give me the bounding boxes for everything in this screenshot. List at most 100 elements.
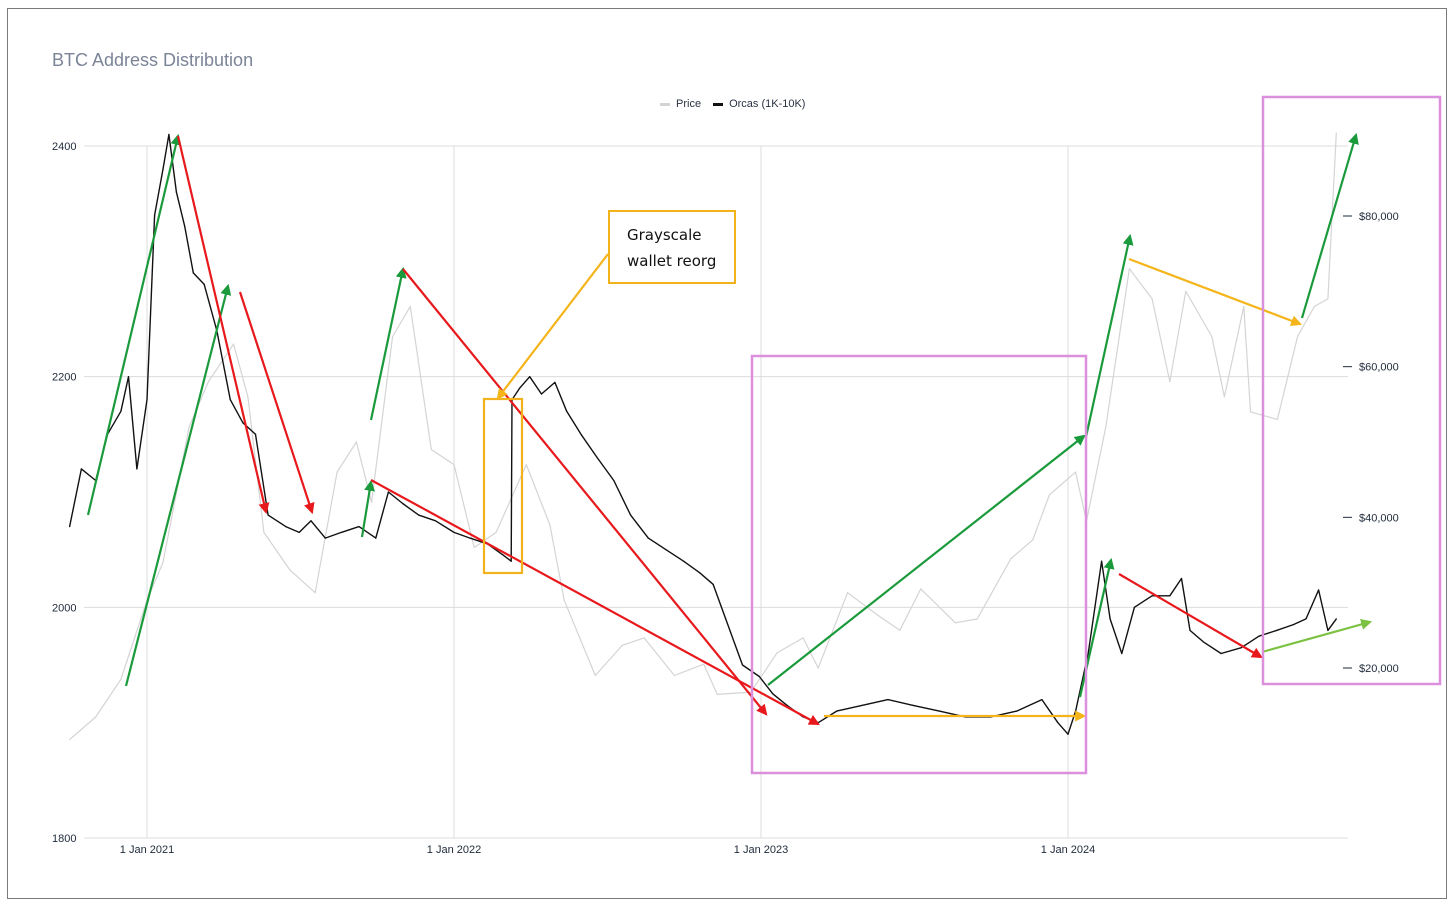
point-orcas-1k-10k--62	[938, 710, 940, 712]
point-price-48	[1169, 381, 1171, 383]
trend-arrow-5	[369, 266, 407, 421]
point-orcas-1k-10k--9	[162, 168, 164, 170]
point-orcas-1k-10k--27	[387, 491, 389, 493]
point-price-12	[336, 471, 338, 473]
y-left-tick-label: 2000	[52, 602, 76, 614]
legend-item-orcas[interactable]: Orcas (1K-10K)	[713, 98, 805, 110]
point-price-23	[563, 599, 565, 601]
point-orcas-1k-10k--58	[836, 710, 838, 712]
point-price-37	[920, 588, 922, 590]
point-orcas-1k-10k--82	[1258, 635, 1260, 637]
point-orcas-1k-10k--28	[402, 502, 404, 505]
point-orcas-1k-10k--50	[712, 583, 714, 585]
x-axis: 1 Jan 2021 1 Jan 2022 1 Jan 2023 1 Jan 2024	[120, 844, 1095, 856]
point-orcas-1k-10k--83	[1276, 629, 1278, 632]
point-orcas-1k-10k--70	[1087, 652, 1089, 655]
point-price-57	[1327, 298, 1329, 300]
point-orcas-1k-10k--10	[168, 133, 170, 136]
point-price-39	[976, 618, 978, 620]
point-price-36	[899, 629, 901, 631]
point-orcas-1k-10k--73	[1121, 652, 1123, 655]
point-orcas-1k-10k--61	[912, 704, 914, 707]
y-left-tick-label: 2200	[52, 372, 76, 384]
trend-arrow-9	[767, 434, 1086, 686]
point-orcas-1k-10k--55	[786, 704, 788, 707]
point-price-35	[877, 614, 879, 616]
point-orcas-1k-10k--54	[772, 693, 774, 695]
point-price-46	[1128, 268, 1130, 270]
highlight-box-2023	[750, 354, 1088, 775]
trend-arrow-14	[1128, 257, 1303, 327]
legend-item-price[interactable]: Price	[660, 98, 701, 110]
point-orcas-1k-10k--32	[469, 537, 471, 539]
point-price-22	[549, 524, 551, 526]
point-orcas-1k-10k--59	[861, 704, 863, 707]
chart-frame	[7, 8, 1447, 899]
point-price-29	[716, 693, 718, 696]
point-orcas-1k-10k--41	[566, 410, 568, 412]
point-price-32	[802, 637, 804, 639]
legend-swatch-price	[660, 102, 670, 106]
point-orcas-1k-10k--77	[1180, 577, 1183, 580]
point-price-33	[817, 667, 819, 669]
point-price-54	[1276, 418, 1278, 420]
point-orcas-1k-10k--31	[453, 531, 455, 534]
point-orcas-1k-10k--47	[665, 549, 667, 551]
callout-line-1: Grayscale	[627, 226, 702, 244]
point-price-11	[314, 592, 316, 594]
trend-arrow-1	[124, 283, 232, 687]
point-price-8	[247, 396, 249, 398]
legend-swatch-orcas	[713, 102, 724, 106]
point-orcas-1k-10k--67	[1057, 722, 1059, 724]
y-left-tick-label: 2400	[52, 141, 76, 153]
point-orcas-1k-10k--68	[1067, 733, 1069, 735]
point-orcas-1k-10k--24	[340, 531, 342, 534]
point-price-1	[95, 716, 97, 718]
point-orcas-1k-10k--34	[503, 554, 505, 557]
point-orcas-1k-10k--69	[1075, 710, 1077, 712]
point-price-21	[525, 464, 527, 466]
point-orcas-1k-10k--7	[146, 399, 148, 401]
point-price-28	[703, 663, 705, 665]
point-orcas-1k-10k--76	[1169, 595, 1171, 597]
point-price-50	[1211, 335, 1213, 338]
point-price-25	[621, 644, 623, 647]
point-orcas-1k-10k--25	[358, 526, 360, 528]
point-price-5	[188, 426, 190, 428]
grid-lines	[84, 145, 1348, 839]
point-price-26	[643, 637, 645, 639]
x-tick-label: 1 Jan 2022	[427, 844, 481, 856]
point-orcas-1k-10k--23	[324, 537, 326, 539]
point-price-31	[776, 652, 778, 654]
point-price-51	[1223, 396, 1225, 398]
point-orcas-1k-10k--22	[310, 520, 312, 522]
y-right-tick-label: $40,000	[1359, 512, 1399, 524]
y-axis-left: 2400 2200 2000 1800	[52, 141, 76, 845]
point-price-47	[1151, 298, 1153, 300]
point-orcas-1k-10k--87	[1327, 629, 1329, 632]
point-orcas-1k-10k--80	[1220, 652, 1222, 655]
point-price-41	[1032, 539, 1034, 541]
point-orcas-1k-10k--86	[1318, 589, 1320, 591]
point-orcas-1k-10k--46	[647, 537, 649, 539]
point-price-49	[1185, 290, 1187, 292]
annotation-overlay	[86, 95, 1442, 775]
point-price-56	[1313, 305, 1315, 307]
point-orcas-1k-10k--35	[510, 560, 512, 562]
point-orcas-1k-10k--66	[1041, 699, 1043, 701]
point-price-42	[1048, 494, 1051, 496]
point-price-0	[69, 739, 71, 741]
point-orcas-1k-10k--45	[630, 514, 632, 516]
point-orcas-1k-10k--48	[683, 560, 685, 562]
point-orcas-1k-10k--6	[136, 468, 138, 470]
trend-arrow-16	[1300, 132, 1359, 319]
trend-arrow-7	[370, 479, 820, 726]
x-tick-label: 1 Jan 2021	[120, 844, 174, 856]
price-series	[69, 132, 1337, 741]
point-price-14	[371, 501, 373, 503]
y-axis-right: $80,000 $60,000 $40,000 $20,000	[1343, 211, 1399, 675]
point-price-10	[289, 569, 291, 571]
point-orcas-1k-10k--13	[192, 272, 194, 274]
point-orcas-1k-10k--12	[184, 226, 186, 228]
point-price-9	[263, 531, 265, 534]
